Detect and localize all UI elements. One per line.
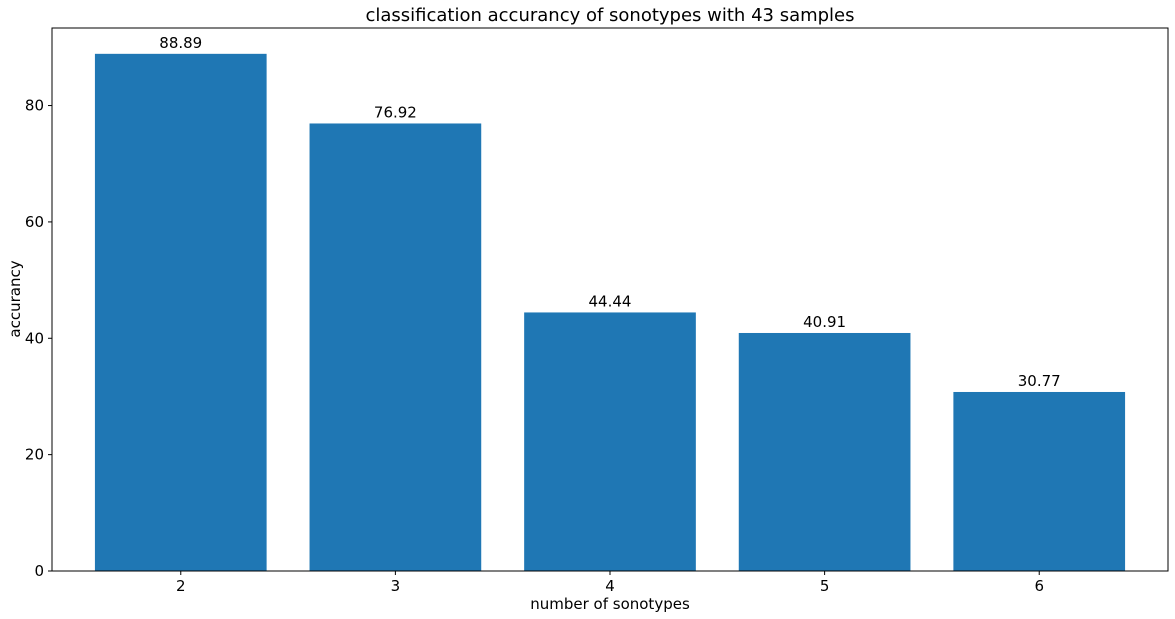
bars-group [94,53,1126,571]
y-axis: 0 20 40 60 80 [25,97,52,580]
bar-6 [953,391,1126,571]
data-label-6: 30.77 [1018,372,1061,390]
bar-4 [524,312,696,571]
y-tick-label-40: 40 [25,329,44,347]
x-tick-label-4: 4 [605,577,615,595]
x-axis-label: number of sonotypes [530,595,690,613]
x-tick-label-2: 2 [176,577,186,595]
y-tick-label-20: 20 [25,446,44,464]
data-label-2: 88.89 [159,34,202,52]
y-tick-label-60: 60 [25,213,44,231]
data-label-3: 76.92 [374,103,417,121]
plot-frame [51,27,1169,572]
y-tick-label-0: 0 [34,562,44,580]
bar-2 [94,53,267,571]
x-tick-label-5: 5 [820,577,830,595]
bar-3 [309,123,482,571]
data-labels-group: 88.89 76.92 44.44 40.91 30.77 [159,34,1060,390]
chart-title: classification accurancy of sonotypes wi… [365,5,854,26]
y-tick-label-80: 80 [25,97,44,115]
x-tick-label-6: 6 [1034,577,1044,595]
data-label-5: 40.91 [803,313,846,331]
x-axis: 2 3 4 5 6 [176,571,1044,595]
y-axis-label: accurancy [6,260,24,337]
data-label-4: 44.44 [589,292,632,310]
x-tick-label-3: 3 [391,577,401,595]
bar-5 [738,332,911,571]
